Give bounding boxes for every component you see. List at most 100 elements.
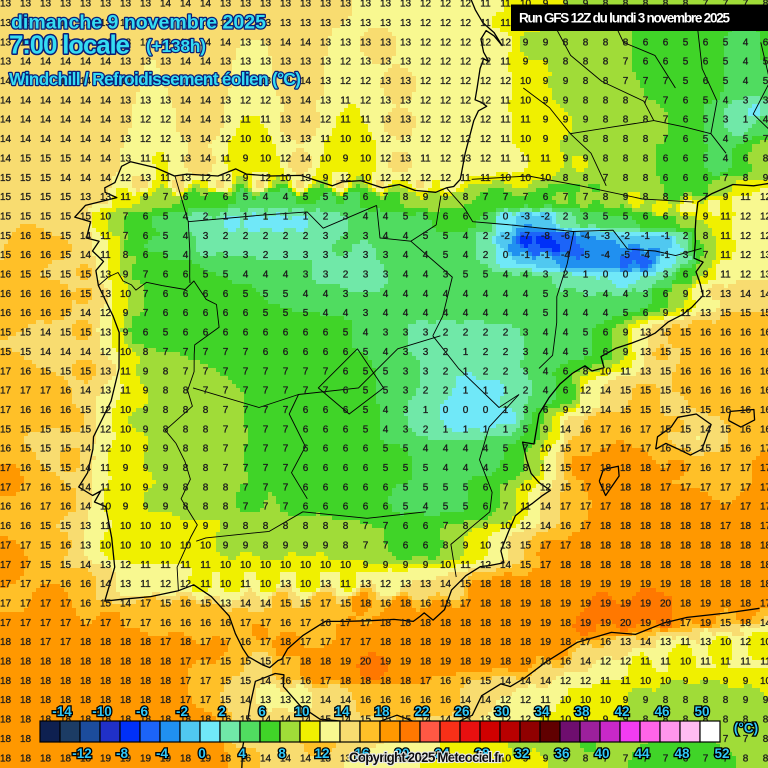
svg-text:13: 13 xyxy=(220,598,232,609)
svg-text:8: 8 xyxy=(343,521,349,532)
svg-text:13: 13 xyxy=(380,76,392,87)
svg-text:15: 15 xyxy=(20,153,32,164)
svg-text:8: 8 xyxy=(603,37,609,48)
svg-text:18: 18 xyxy=(140,676,152,687)
svg-text:8: 8 xyxy=(443,540,449,551)
svg-text:13: 13 xyxy=(760,270,768,281)
svg-text:14: 14 xyxy=(80,37,92,48)
svg-text:6: 6 xyxy=(423,521,429,532)
svg-text:13: 13 xyxy=(700,637,712,648)
svg-text:2: 2 xyxy=(223,231,229,242)
svg-text:3: 3 xyxy=(403,347,409,358)
svg-text:17: 17 xyxy=(0,386,11,397)
svg-text:19: 19 xyxy=(200,753,212,764)
svg-text:12: 12 xyxy=(360,753,372,764)
svg-text:18: 18 xyxy=(20,676,32,687)
svg-text:17: 17 xyxy=(20,598,32,609)
svg-text:13: 13 xyxy=(220,76,232,87)
svg-text:1: 1 xyxy=(263,211,269,222)
svg-text:17: 17 xyxy=(340,618,352,629)
svg-text:5: 5 xyxy=(543,289,549,300)
svg-text:17: 17 xyxy=(80,618,92,629)
svg-text:2: 2 xyxy=(203,211,209,222)
svg-text:10: 10 xyxy=(120,405,132,416)
svg-text:18: 18 xyxy=(700,540,712,551)
svg-text:15: 15 xyxy=(20,211,32,222)
svg-text:3: 3 xyxy=(343,231,349,242)
svg-text:-3: -3 xyxy=(601,231,610,242)
svg-text:16: 16 xyxy=(600,637,612,648)
svg-text:4: 4 xyxy=(503,308,509,319)
svg-text:6: 6 xyxy=(203,328,209,339)
svg-text:9: 9 xyxy=(143,502,149,513)
svg-text:14: 14 xyxy=(240,598,252,609)
svg-text:8: 8 xyxy=(123,250,129,261)
svg-text:8: 8 xyxy=(663,715,669,726)
svg-text:12: 12 xyxy=(420,0,432,10)
svg-text:14: 14 xyxy=(100,95,112,106)
svg-text:17: 17 xyxy=(100,618,112,629)
svg-text:5: 5 xyxy=(423,463,429,474)
svg-text:8: 8 xyxy=(603,115,609,126)
svg-text:6: 6 xyxy=(343,366,349,377)
svg-text:12: 12 xyxy=(440,95,452,106)
svg-text:8: 8 xyxy=(203,463,209,474)
svg-text:17: 17 xyxy=(760,502,768,513)
svg-text:13: 13 xyxy=(180,134,192,145)
svg-text:13: 13 xyxy=(260,695,272,706)
svg-text:12: 12 xyxy=(380,173,392,184)
svg-text:15: 15 xyxy=(660,405,672,416)
svg-text:12: 12 xyxy=(460,0,472,10)
svg-text:16: 16 xyxy=(560,521,572,532)
svg-text:6: 6 xyxy=(163,270,169,281)
svg-text:16: 16 xyxy=(740,424,752,435)
svg-text:5: 5 xyxy=(403,502,409,513)
svg-text:14: 14 xyxy=(180,115,192,126)
svg-text:8: 8 xyxy=(623,153,629,164)
svg-text:16: 16 xyxy=(720,328,732,339)
svg-text:17: 17 xyxy=(580,637,592,648)
svg-text:1: 1 xyxy=(463,347,469,358)
svg-text:17: 17 xyxy=(20,540,32,551)
svg-text:15: 15 xyxy=(680,328,692,339)
svg-text:13: 13 xyxy=(220,0,232,10)
svg-text:7: 7 xyxy=(523,444,529,455)
svg-text:7: 7 xyxy=(263,366,269,377)
svg-text:14: 14 xyxy=(40,347,52,358)
svg-text:13: 13 xyxy=(300,18,312,29)
svg-text:14: 14 xyxy=(280,753,292,764)
svg-text:1: 1 xyxy=(583,270,589,281)
svg-text:5: 5 xyxy=(683,76,689,87)
svg-text:18: 18 xyxy=(400,676,412,687)
svg-text:13: 13 xyxy=(400,579,412,590)
svg-text:13: 13 xyxy=(320,95,332,106)
svg-text:14: 14 xyxy=(300,37,312,48)
svg-text:7: 7 xyxy=(143,308,149,319)
svg-text:16: 16 xyxy=(0,444,11,455)
svg-text:16: 16 xyxy=(420,598,432,609)
svg-text:16: 16 xyxy=(40,250,52,261)
svg-text:10: 10 xyxy=(320,153,332,164)
svg-text:15: 15 xyxy=(60,463,72,474)
svg-text:16: 16 xyxy=(220,618,232,629)
svg-text:7: 7 xyxy=(263,463,269,474)
svg-text:17: 17 xyxy=(300,637,312,648)
svg-text:17: 17 xyxy=(0,463,11,474)
svg-text:16: 16 xyxy=(720,386,732,397)
svg-text:18: 18 xyxy=(600,560,612,571)
svg-text:18: 18 xyxy=(700,521,712,532)
svg-text:18: 18 xyxy=(380,618,392,629)
svg-text:4: 4 xyxy=(383,405,389,416)
svg-text:5: 5 xyxy=(263,308,269,319)
svg-text:11: 11 xyxy=(500,57,511,68)
svg-text:12: 12 xyxy=(500,715,512,726)
svg-text:17: 17 xyxy=(0,598,11,609)
svg-text:6: 6 xyxy=(183,328,189,339)
svg-text:13: 13 xyxy=(60,0,72,10)
svg-text:4: 4 xyxy=(383,308,389,319)
svg-text:11: 11 xyxy=(720,657,731,668)
svg-text:12: 12 xyxy=(420,37,432,48)
svg-text:5: 5 xyxy=(443,482,449,493)
svg-text:15: 15 xyxy=(660,328,672,339)
svg-text:18: 18 xyxy=(460,637,472,648)
